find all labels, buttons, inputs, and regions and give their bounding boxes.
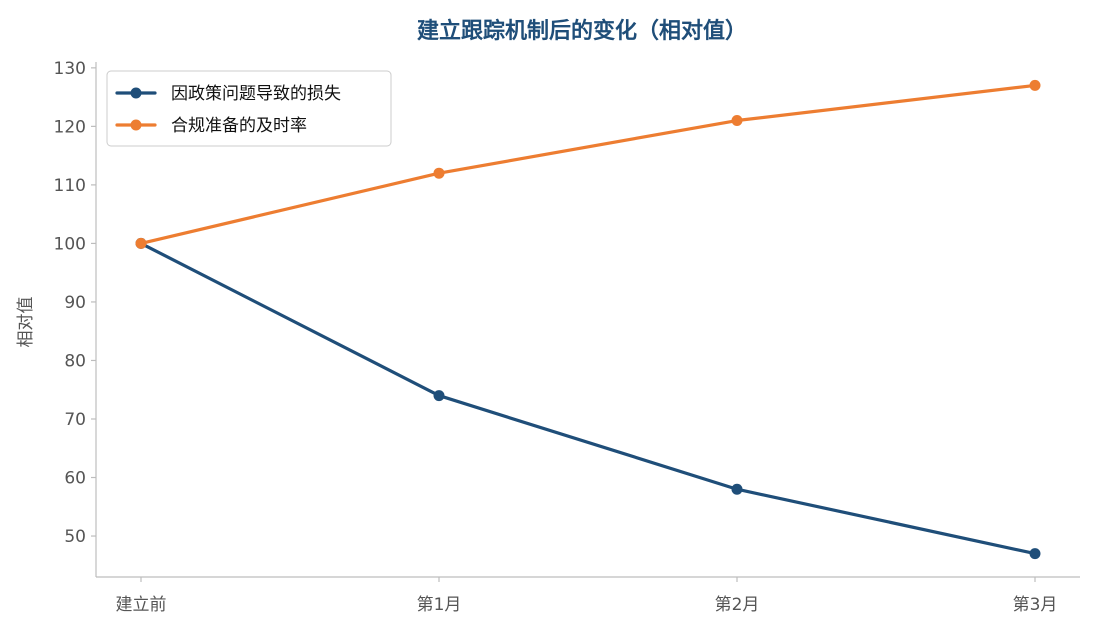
legend-box (106, 70, 392, 147)
y-tick-label: 80 (64, 351, 86, 371)
data-point (731, 483, 743, 495)
y-tick-label: 100 (54, 234, 86, 254)
y-tick-label: 70 (64, 410, 86, 430)
series-2 (135, 79, 1041, 249)
legend-marker (130, 87, 142, 99)
data-point (1029, 79, 1041, 91)
y-tick-label: 130 (54, 59, 86, 79)
data-point (433, 167, 445, 179)
series-line (139, 83, 1037, 246)
legend-marker (130, 119, 142, 131)
x-tick-label: 建立前 (116, 595, 167, 615)
x-tick-label: 第2月 (715, 595, 760, 615)
y-tick-label: 120 (54, 117, 86, 137)
y-tick-label: 90 (64, 293, 86, 313)
data-point (135, 237, 147, 249)
data-point (731, 115, 743, 127)
series-layer (135, 79, 1041, 560)
series-line (139, 241, 1037, 556)
chart-title: 建立跟踪机制后的变化（相对值） (417, 18, 747, 44)
y-tick-label: 50 (64, 527, 86, 547)
data-point (433, 390, 445, 402)
x-tick-label: 第3月 (1013, 595, 1058, 615)
y-tick-label: 60 (64, 469, 86, 489)
legend-label: 因政策问题导致的损失 (171, 84, 341, 104)
y-axis-label: 相对值 (16, 297, 36, 348)
axes: 50 60 70 80 90 100 110 120 130 建立前 第1月 第2月 第3月 (54, 59, 1080, 615)
legend-label: 合规准备的及时率 (171, 116, 307, 136)
data-point (1029, 548, 1041, 560)
y-tick-label: 110 (54, 176, 86, 196)
series-1 (135, 237, 1041, 560)
x-tick-label: 第1月 (417, 595, 462, 615)
